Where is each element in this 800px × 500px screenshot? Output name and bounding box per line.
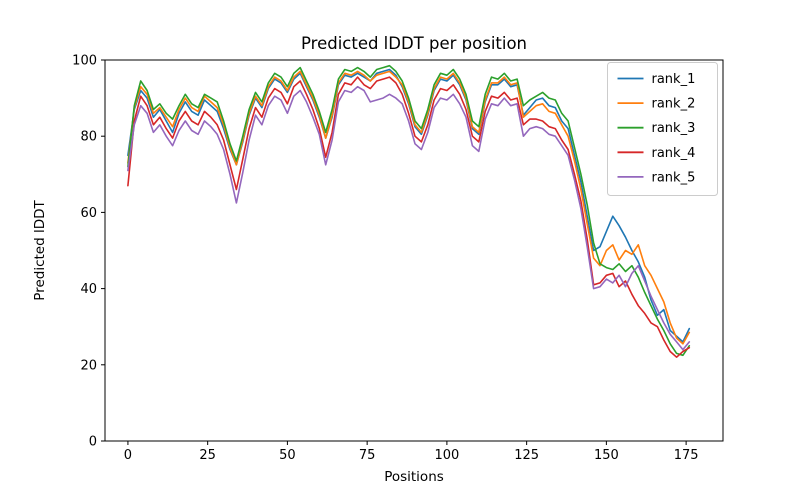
x-tick-label: 100	[434, 448, 459, 463]
series-line-rank_1	[127, 68, 691, 343]
x-tick-label: 75	[359, 448, 376, 463]
x-tick-label: 25	[199, 448, 216, 463]
series-line-rank_5	[127, 85, 691, 351]
y-axis-label: Predicted lDDT	[32, 200, 48, 301]
legend: rank_1 rank_2 rank_3 rank_4 rank_5	[607, 62, 718, 196]
y-tick-label: 40	[80, 282, 97, 297]
legend-label-rank_4: rank_4	[652, 146, 696, 161]
y-tick-label: 20	[80, 358, 97, 373]
x-tick-label: 0	[124, 448, 132, 463]
x-axis-ticks: 0 25 50 75 100 125 150 175	[124, 441, 699, 463]
legend-label-rank_1: rank_1	[652, 72, 696, 87]
series-line-rank_4	[127, 76, 691, 359]
x-tick-label: 50	[279, 448, 296, 463]
x-tick-label: 150	[594, 448, 619, 463]
legend-label-rank_2: rank_2	[652, 97, 696, 112]
x-tick-label: 125	[514, 448, 539, 463]
x-axis-label: Positions	[384, 469, 444, 485]
series-lines	[127, 64, 691, 359]
legend-label-rank_5: rank_5	[652, 170, 696, 185]
y-tick-label: 60	[80, 206, 97, 221]
series-line-rank_2	[127, 70, 691, 345]
plot-area-border	[104, 59, 724, 442]
legend-box	[607, 62, 718, 196]
y-tick-label: 80	[80, 130, 97, 145]
y-axis-ticks: 0 20 40 60 80 100	[72, 54, 105, 450]
y-tick-label: 100	[72, 54, 97, 69]
chart-title: Predicted lDDT per position	[301, 34, 527, 53]
legend-label-rank_3: rank_3	[652, 121, 696, 136]
x-tick-label: 175	[674, 448, 699, 463]
y-tick-label: 0	[89, 435, 97, 450]
series-line-rank_3	[127, 64, 691, 357]
